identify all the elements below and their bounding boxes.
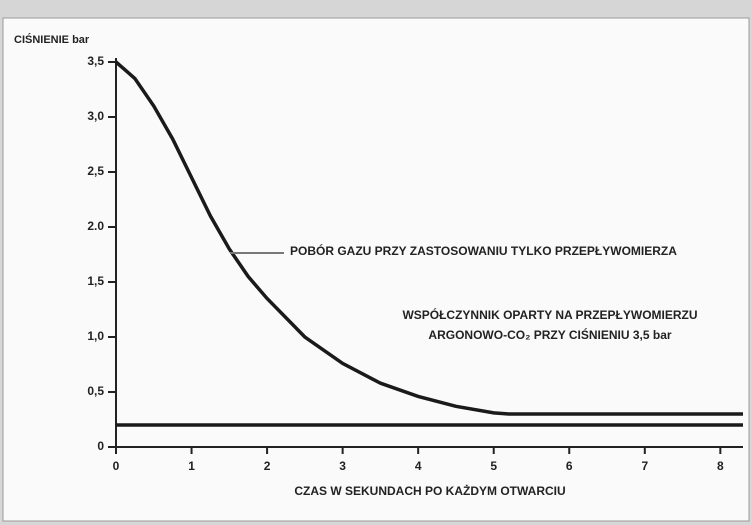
line-series	[114, 60, 743, 416]
annotation: POBÓR GAZU PRZY ZASTOSOWANIU TYLKO PRZEP…	[290, 243, 677, 258]
y-tick-label: 3,0	[87, 109, 104, 123]
y-tick-label: 0,5	[87, 384, 104, 398]
y-tick-label: 3,5	[87, 54, 104, 68]
y-tick-label: 2,5	[87, 164, 104, 178]
x-tick-label: 4	[415, 459, 422, 473]
x-tick-label: 3	[339, 459, 346, 473]
x-tick-label: 1	[188, 459, 195, 473]
y-tick-label: 2.0	[87, 219, 104, 233]
panel	[2, 17, 750, 522]
annotation: WSPÓŁCZYNNIK OPARTY NA PRZEPŁYWOMIERZU	[402, 307, 697, 322]
x-tick-label: 2	[264, 459, 271, 473]
annotation: ARGONOWO-CO₂ PRZY CIŚNIENIU 3,5 bar	[428, 327, 671, 342]
y-tick-label: 0	[97, 439, 104, 453]
x-tick-label: 8	[717, 459, 724, 473]
x-tick-label: 0	[113, 459, 120, 473]
y-tick-label: 1,5	[87, 274, 104, 288]
x-axis-label: CZAS W SEKUNDACH PO KAŻDYM OTWARCIU	[294, 483, 565, 498]
x-tick-label: 7	[641, 459, 648, 473]
y-tick-label: 1,0	[87, 329, 104, 343]
x-tick-label: 6	[566, 459, 573, 473]
x-tick-label: 5	[490, 459, 497, 473]
y-axis-label: CIŚNIENIE bar	[14, 33, 90, 46]
